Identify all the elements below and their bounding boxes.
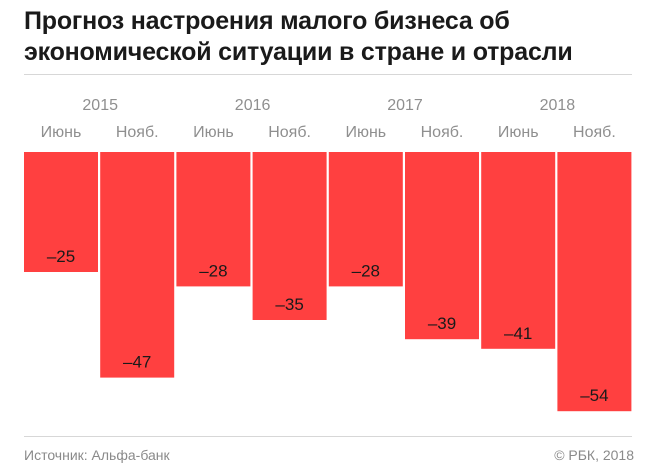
value-label: –35 (275, 295, 303, 314)
month-label: Нояб. (268, 124, 311, 141)
value-label: –28 (199, 261, 227, 280)
title-divider (24, 74, 632, 75)
value-label: –41 (504, 324, 532, 343)
value-label: –47 (123, 353, 151, 372)
month-label: Июнь (345, 124, 386, 141)
copyright-note: © РБК, 2018 (554, 447, 634, 463)
value-label: –54 (580, 386, 608, 405)
month-label: Нояб. (573, 124, 616, 141)
bar (557, 152, 632, 412)
bar (481, 152, 556, 349)
bar (252, 152, 327, 320)
bar (405, 152, 479, 340)
bar (176, 152, 251, 287)
year-label: 2015 (82, 97, 118, 114)
month-label: Июнь (41, 124, 82, 141)
month-label: Нояб. (421, 124, 464, 141)
source-note: Источник: Альфа-банк (24, 447, 170, 463)
month-label: Июнь (498, 124, 539, 141)
month-label: Нояб. (116, 124, 159, 141)
chart-title: Прогноз настроения малого бизнеса об эко… (24, 7, 573, 66)
value-label: –39 (428, 314, 456, 333)
month-label: Июнь (193, 124, 234, 141)
footer-divider (24, 436, 632, 437)
value-label: –28 (352, 261, 380, 280)
year-label: 2018 (540, 97, 576, 114)
value-label: –25 (47, 247, 75, 266)
year-label: 2016 (235, 97, 271, 114)
bar (100, 152, 175, 378)
year-label: 2017 (387, 97, 423, 114)
bar (24, 152, 98, 272)
bar (328, 152, 403, 287)
